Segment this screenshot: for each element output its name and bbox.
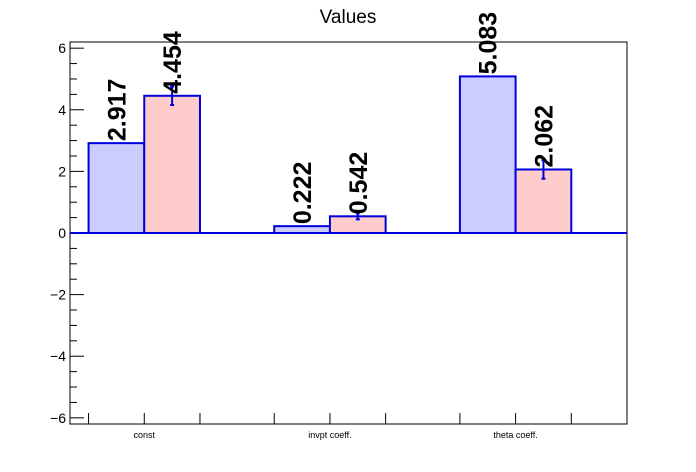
bar-series1-invpt-coeff- bbox=[273, 225, 331, 234]
bar-series2-theta-coeff- bbox=[514, 168, 573, 234]
x-category-label: theta coeff. bbox=[493, 430, 537, 440]
y-tick-label: −4 bbox=[50, 348, 66, 364]
chart-title: Values bbox=[320, 7, 377, 28]
x-category-label: invpt coeff. bbox=[308, 430, 351, 440]
y-tick-label: 4 bbox=[58, 102, 66, 118]
bar-value-label: 2.062 bbox=[530, 105, 558, 168]
bar-value-label: 0.222 bbox=[289, 162, 317, 225]
bar-series2-const bbox=[143, 94, 201, 234]
x-axis: const invpt coeff. theta coeff. bbox=[88, 413, 572, 440]
y-axis: −6 −4 −2 0 2 4 6 bbox=[50, 40, 84, 426]
bar-value-label: 4.454 bbox=[159, 31, 187, 94]
bar-series1-const bbox=[87, 142, 146, 234]
x-category-label: const bbox=[134, 430, 156, 440]
bar-value-label: 0.542 bbox=[345, 152, 373, 215]
y-tick-label: −6 bbox=[50, 410, 66, 426]
y-tick-label: 2 bbox=[58, 163, 66, 179]
y-tick-label: 0 bbox=[58, 225, 66, 241]
y-tick-label: −2 bbox=[50, 287, 66, 303]
bar-value-label: 5.083 bbox=[475, 12, 503, 75]
bars bbox=[70, 75, 627, 234]
bar-series1-theta-coeff- bbox=[458, 75, 517, 234]
bar-labels: 2.917 0.222 5.083 4.454 0.542 2.062 bbox=[103, 12, 558, 224]
bar-value-label: 2.917 bbox=[103, 79, 131, 142]
y-tick-label: 6 bbox=[58, 40, 66, 56]
